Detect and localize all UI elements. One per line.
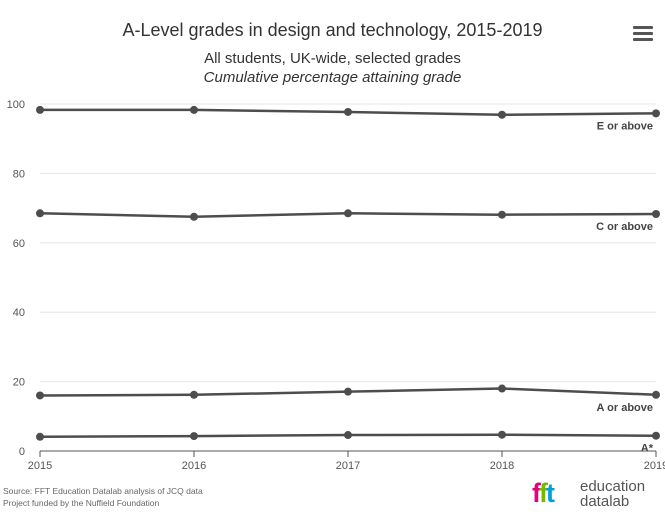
fft-datalab-logo: fft education datalab bbox=[532, 478, 664, 510]
y-tick-label: 20 bbox=[13, 377, 25, 389]
x-tick-label: 2018 bbox=[490, 460, 514, 472]
data-point bbox=[652, 390, 660, 399]
chart-title: A-Level grades in design and technology,… bbox=[122, 20, 543, 40]
chart-subtitle-italic: Cumulative percentage attaining grade bbox=[203, 69, 462, 86]
data-point bbox=[36, 105, 44, 114]
data-point bbox=[344, 107, 352, 116]
data-point bbox=[344, 387, 352, 396]
data-point bbox=[498, 210, 506, 219]
series-label: E or above bbox=[597, 120, 653, 132]
data-point bbox=[344, 209, 352, 218]
x-tick-label: 2019 bbox=[644, 460, 665, 472]
data-point bbox=[190, 105, 198, 114]
y-tick-label: 40 bbox=[13, 307, 25, 319]
series-label: A or above bbox=[597, 402, 653, 414]
y-tick-label: 100 bbox=[7, 99, 25, 111]
data-point bbox=[652, 109, 660, 118]
series-label: C or above bbox=[596, 221, 653, 233]
series-label: A* bbox=[641, 443, 654, 455]
data-point bbox=[36, 432, 44, 441]
data-point bbox=[36, 391, 44, 400]
logo-line-1: education bbox=[580, 478, 646, 495]
source-note: Source: FFT Education Datalab analysis o… bbox=[3, 486, 203, 496]
data-point bbox=[498, 384, 506, 393]
data-point bbox=[36, 209, 44, 218]
y-tick-label: 80 bbox=[13, 168, 25, 180]
data-point bbox=[190, 390, 198, 399]
x-tick-label: 2015 bbox=[28, 460, 52, 472]
fft-logo-mark: fft bbox=[532, 478, 555, 508]
chart-subtitle: All students, UK-wide, selected grades bbox=[204, 50, 461, 67]
y-tick-label: 60 bbox=[13, 238, 25, 250]
data-point bbox=[652, 209, 660, 218]
data-point bbox=[190, 212, 198, 221]
logo-line-2: datalab bbox=[580, 493, 630, 510]
data-point bbox=[498, 430, 506, 439]
hamburger-menu-icon[interactable] bbox=[633, 26, 653, 42]
data-point bbox=[652, 431, 660, 440]
x-tick-label: 2016 bbox=[182, 460, 206, 472]
data-point bbox=[344, 431, 352, 440]
y-tick-label: 0 bbox=[19, 446, 25, 458]
x-tick-label: 2017 bbox=[336, 460, 360, 472]
funding-note: Project funded by the Nuffield Foundatio… bbox=[3, 498, 160, 508]
data-point bbox=[498, 110, 506, 119]
data-point bbox=[190, 432, 198, 441]
